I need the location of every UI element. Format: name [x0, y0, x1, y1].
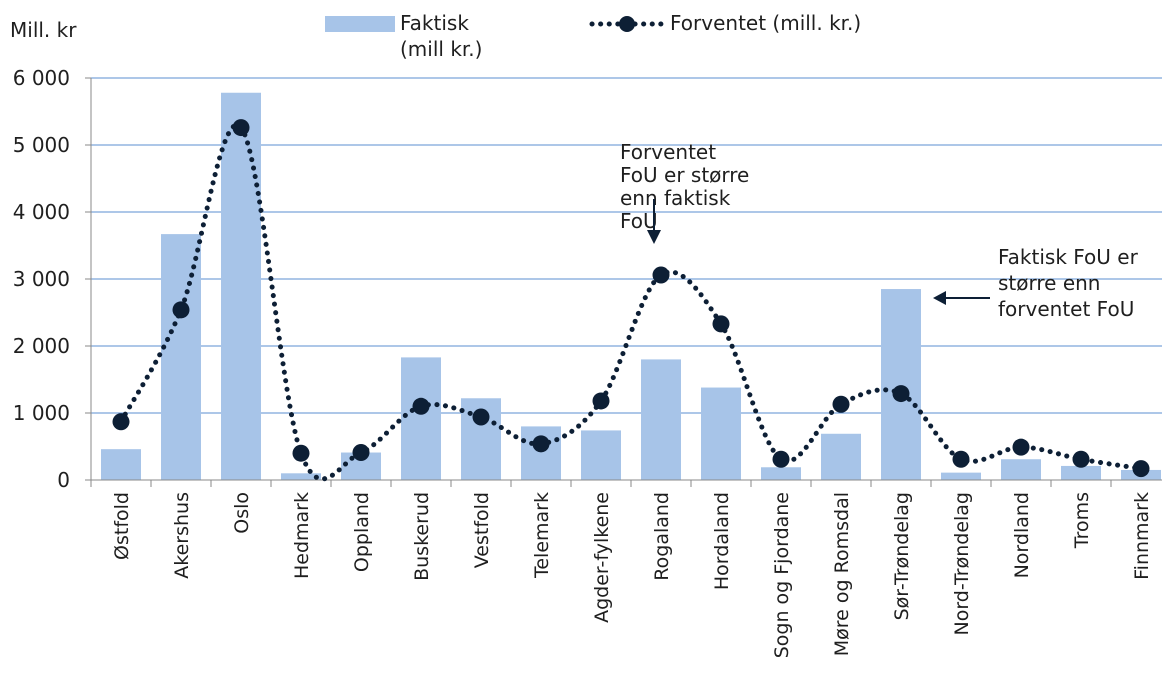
- x-tick-label: Buskerud: [411, 492, 433, 581]
- x-tick-label: Sogn og Fjordane: [771, 492, 793, 658]
- forventet-marker-østfold: [112, 413, 130, 431]
- bar-østfold: [101, 449, 141, 480]
- y-tick-label: 4 000: [13, 200, 70, 224]
- legend: Faktisk (mill kr.) Forventet (mill. kr.): [325, 11, 861, 61]
- y-tick-label: 1 000: [13, 401, 70, 425]
- y-tick-label: 2 000: [13, 334, 70, 358]
- x-tick-label: Finnmark: [1131, 492, 1153, 580]
- x-tick-label: Sør-Trøndelag: [891, 492, 913, 620]
- x-tick-label: Møre og Romsdal: [831, 492, 853, 656]
- x-tick-label: Agder-fylkene: [591, 492, 613, 623]
- annotation-2-line-1: Faktisk FoU er: [998, 245, 1139, 269]
- annotation-2-arrow-head: [933, 291, 946, 305]
- bar-telemark: [521, 426, 561, 480]
- forventet-marker-hedmark: [292, 444, 310, 462]
- bar-rogaland: [641, 359, 681, 480]
- y-tick-label: 3 000: [13, 267, 70, 291]
- legend-faktisk-swatch: [325, 16, 395, 32]
- bar-oslo: [221, 92, 261, 481]
- annotation-1-line-1: Forventet: [620, 140, 716, 164]
- x-tick-label: Oppland: [351, 492, 373, 572]
- bar-agder-fylkene: [581, 430, 621, 480]
- annotation-forventet-greater: Forventet FoU er større enn faktisk FoU: [620, 140, 749, 244]
- annotation-1-line-4: FoU: [620, 209, 658, 233]
- legend-forventet-label: Forventet (mill. kr.): [670, 11, 861, 35]
- forventet-marker-rogaland: [652, 266, 670, 284]
- forventet-marker-akershus: [172, 301, 190, 319]
- forventet-marker-nord-trøndelag: [952, 450, 970, 468]
- bar-sør-trøndelag: [881, 289, 921, 480]
- bar-nordland: [1001, 459, 1041, 480]
- forventet-marker-nordland: [1012, 438, 1030, 456]
- y-axis-label: Mill. kr: [10, 18, 77, 42]
- forventet-marker-vestfold: [472, 408, 490, 426]
- legend-forventet-marker: [619, 16, 635, 32]
- forventet-marker-buskerud: [412, 397, 430, 415]
- y-tick-label: 6 000: [13, 66, 70, 90]
- bar-hedmark: [281, 473, 321, 480]
- forventet-marker-hordaland: [712, 315, 730, 333]
- legend-faktisk-label-line-2: (mill kr.): [400, 37, 482, 61]
- x-tick-label: Hordaland: [711, 492, 733, 590]
- forventet-marker-sør-trøndelag: [892, 385, 910, 403]
- forventet-marker-agder-fylkene: [592, 392, 610, 410]
- legend-faktisk-label-line-1: Faktisk: [400, 11, 469, 35]
- bar-hordaland: [701, 387, 741, 480]
- bar-møre-og-romsdal: [821, 433, 861, 480]
- forventet-marker-troms: [1072, 450, 1090, 468]
- forventet-marker-oppland: [352, 444, 370, 462]
- annotation-1-line-2: FoU er større: [620, 163, 749, 187]
- annotation-1-arrow-head: [647, 230, 661, 244]
- forventet-marker-telemark: [532, 435, 550, 453]
- annotation-2-line-3: forventet FoU: [998, 297, 1134, 321]
- forventet-marker-sogn-og-fjordane: [772, 450, 790, 468]
- bar-nord-trøndelag: [941, 472, 981, 480]
- annotation-1-line-3: enn faktisk: [620, 186, 731, 210]
- forventet-marker-møre-og-romsdal: [832, 395, 850, 413]
- x-tick-label: Oslo: [231, 492, 253, 534]
- bar-sogn-og-fjordane: [761, 467, 801, 480]
- forventet-marker-oslo: [232, 119, 250, 137]
- bar-buskerud: [401, 357, 441, 480]
- x-tick-label: Vestfold: [471, 492, 493, 568]
- x-tick-label: Rogaland: [651, 492, 673, 581]
- x-tick-label: Østfold: [111, 492, 133, 560]
- y-tick-label: 5 000: [13, 133, 70, 157]
- x-tick-label: Akershus: [171, 492, 193, 579]
- x-tick-label: Hedmark: [291, 492, 313, 579]
- x-tick-label: Nordland: [1011, 492, 1033, 578]
- y-tick-label: 0: [57, 468, 70, 492]
- x-tick-label: Troms: [1071, 492, 1093, 549]
- bar-troms: [1061, 465, 1101, 480]
- annotation-faktisk-greater: Faktisk FoU er større enn forventet FoU: [933, 245, 1139, 321]
- bar-akershus: [161, 234, 201, 480]
- x-tick-label: Telemark: [531, 492, 553, 579]
- annotation-2-line-2: større enn: [998, 271, 1100, 295]
- forventet-marker-finnmark: [1132, 460, 1150, 478]
- x-tick-label: Nord-Trøndelag: [951, 492, 973, 636]
